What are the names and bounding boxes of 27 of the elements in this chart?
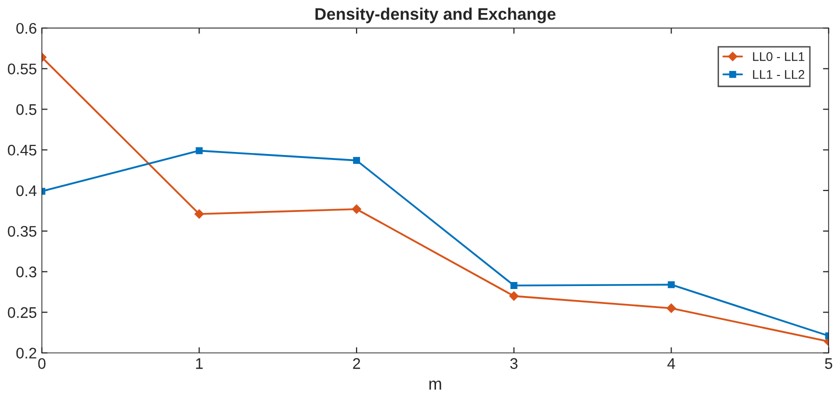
point	[353, 156, 360, 164]
y-tick-label: 0.6	[16, 22, 36, 34]
point	[509, 291, 519, 301]
y-tick-label: 0.5	[16, 104, 36, 115]
point	[352, 204, 362, 214]
point	[668, 281, 675, 288]
point	[666, 303, 676, 314]
x-tick-label: 3	[510, 358, 518, 369]
x-axis-title: m	[429, 380, 442, 390]
point	[510, 282, 518, 289]
chart-title: Density-density and Exchange	[316, 8, 556, 24]
legend-label: LL0 - LL1	[753, 52, 804, 61]
y-tick-label: 0.35	[8, 226, 36, 237]
y-tick-label: 0.3	[16, 266, 36, 278]
point	[194, 209, 204, 219]
y-tick-label: 0.4	[16, 185, 37, 196]
x-tick-label: 4	[667, 358, 676, 369]
x-tick-label: 5	[824, 358, 832, 369]
x-tick-label: 0	[38, 358, 46, 369]
x-tick-label: 1	[196, 358, 203, 369]
y-tick-label: 0.45	[8, 144, 36, 156]
y-tick-label: 0.2	[16, 348, 36, 359]
legend-label: LL1 - LL2	[753, 70, 804, 79]
y-tick-label: 0.25	[8, 307, 36, 318]
y-tick-label: 0.55	[8, 64, 36, 74]
x-tick-label: 2	[353, 358, 360, 369]
point	[196, 147, 203, 154]
